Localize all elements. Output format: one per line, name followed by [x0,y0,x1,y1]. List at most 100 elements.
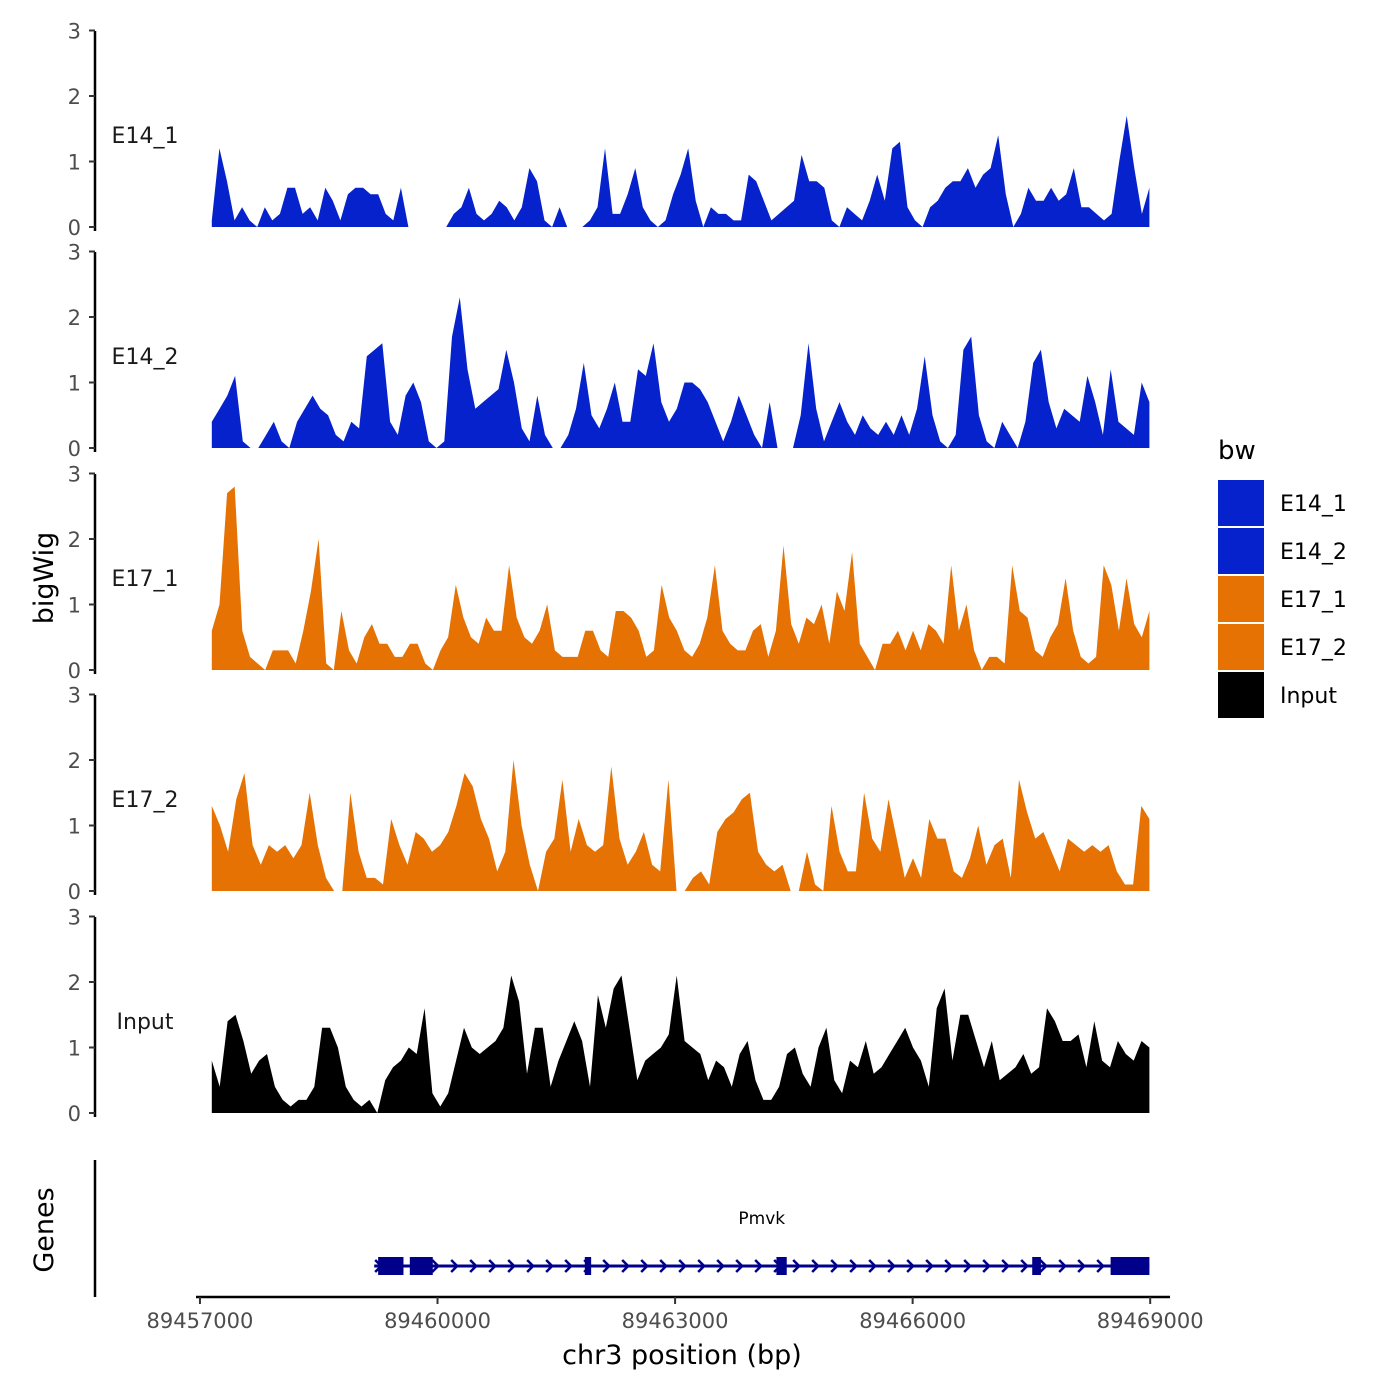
strand-arrow [925,1259,934,1273]
strand-arrow [697,1259,706,1273]
y-tick-label: 3 [68,906,81,930]
track-input: 0 1 2 3 Input [68,906,1150,1126]
gene-exon [1032,1257,1041,1275]
gene-exon [584,1257,592,1275]
y-tick-label: 1 [68,151,81,175]
y-tick-label: 1 [68,594,81,618]
strand-arrow [1077,1259,1086,1273]
y-tick-label: 0 [68,1102,81,1126]
coverage-area [211,760,1150,891]
strand-arrow [640,1259,649,1273]
strand-arrow [982,1259,991,1273]
gene-track: Pmvk [93,1160,1150,1297]
strand-arrow [906,1259,915,1273]
y-tick-label: 0 [68,437,81,461]
legend: bw E14_1 E14_2 E17_1 E17_2 Input [1218,436,1347,718]
strand-arrow [811,1259,820,1273]
y-tick-label: 3 [68,684,81,708]
coverage-area [211,297,1150,448]
strand-arrow [450,1259,459,1273]
strand-arrow [678,1259,687,1273]
strand-arrow [602,1259,611,1273]
y-tick-label: 1 [68,372,81,396]
legend-label: E17_1 [1280,588,1347,613]
x-tick-label: 89466000 [859,1309,966,1333]
bigwig-tracks: 0 1 2 3 E14_1 0 1 2 3 E14_2 0 1 2 3 E17_1 0 1 2 3 E17_2 0 1 2 3… [68,20,1150,1126]
strand-arrow [887,1259,896,1273]
strand-arrow [849,1259,858,1273]
track-e17-2: 0 1 2 3 E17_2 [68,684,1150,904]
legend-label: E17_2 [1280,636,1347,661]
x-axis: 89457000 89460000 89463000 89466000 89469000 [147,1295,1204,1333]
y-axis-title: bigWig [29,532,60,625]
strand-arrow [431,1259,440,1273]
y-tick-label: 1 [68,815,81,839]
track-label: Input [117,1010,174,1035]
strand-arrow [754,1259,763,1273]
strand-arrow [716,1259,725,1273]
strand-arrow [868,1259,877,1273]
strand-arrow [735,1259,744,1273]
strand-arrow [830,1259,839,1273]
track-e14-2: 0 1 2 3 E14_2 [68,241,1150,461]
track-e14-1: 0 1 2 3 E14_1 [68,20,1150,240]
coverage-area [211,486,1150,670]
x-axis-title: chr3 position (bp) [562,1340,802,1371]
strand-arrow [792,1259,801,1273]
gene-name-label: Pmvk [738,1209,785,1229]
legend-label: E14_2 [1280,540,1347,565]
strand-arrow [564,1259,573,1273]
strand-arrow [507,1259,516,1273]
y-tick-label: 2 [68,528,81,552]
strand-arrow [1020,1259,1029,1273]
gene-exon [378,1257,404,1275]
strand-arrow [1096,1259,1105,1273]
strand-arrow [621,1259,630,1273]
strand-arrow [659,1259,668,1273]
track-label: E17_2 [112,788,179,813]
coverage-area [211,115,1150,227]
x-tick-label: 89469000 [1097,1309,1204,1333]
strand-arrow [1039,1259,1048,1273]
legend-swatch [1218,624,1264,670]
track-label: E14_2 [112,345,179,370]
y-tick-label: 2 [68,971,81,995]
y-tick-label: 3 [68,20,81,44]
y-tick-label: 0 [68,659,81,683]
legend-entry: E17_2 [1218,624,1347,670]
strand-arrow [526,1259,535,1273]
y-tick-label: 2 [68,85,81,109]
legend-title: bw [1218,436,1256,466]
legend-entry: E14_2 [1218,528,1347,574]
legend-swatch [1218,576,1264,622]
gene-exon [776,1257,787,1275]
legend-entry: E14_1 [1218,480,1347,526]
x-tick-label: 89463000 [622,1309,729,1333]
legend-swatch [1218,528,1264,574]
strand-arrow [488,1259,497,1273]
y-tick-label: 0 [68,880,81,904]
x-tick-label: 89460000 [384,1309,491,1333]
legend-swatch [1218,480,1264,526]
track-e17-1: 0 1 2 3 E17_1 [68,463,1150,683]
strand-arrow [1058,1259,1067,1273]
strand-arrow [1001,1259,1010,1273]
track-label: E14_1 [112,124,179,149]
strand-arrow [545,1259,554,1273]
gene-exon [409,1257,433,1275]
strand-arrow [944,1259,953,1273]
track-label: E17_1 [112,567,179,592]
legend-swatch [1218,672,1264,718]
gene-exon [1110,1257,1150,1275]
legend-entry: E17_1 [1218,576,1347,622]
y-tick-label: 1 [68,1037,81,1061]
y-tick-label: 2 [68,749,81,773]
legend-label: E14_1 [1280,492,1347,517]
y-tick-label: 3 [68,463,81,487]
genes-axis-title: Genes [29,1187,60,1272]
strand-arrow [469,1259,478,1273]
y-tick-label: 0 [68,216,81,240]
coverage-area [211,975,1150,1113]
legend-entry: Input [1218,672,1337,718]
